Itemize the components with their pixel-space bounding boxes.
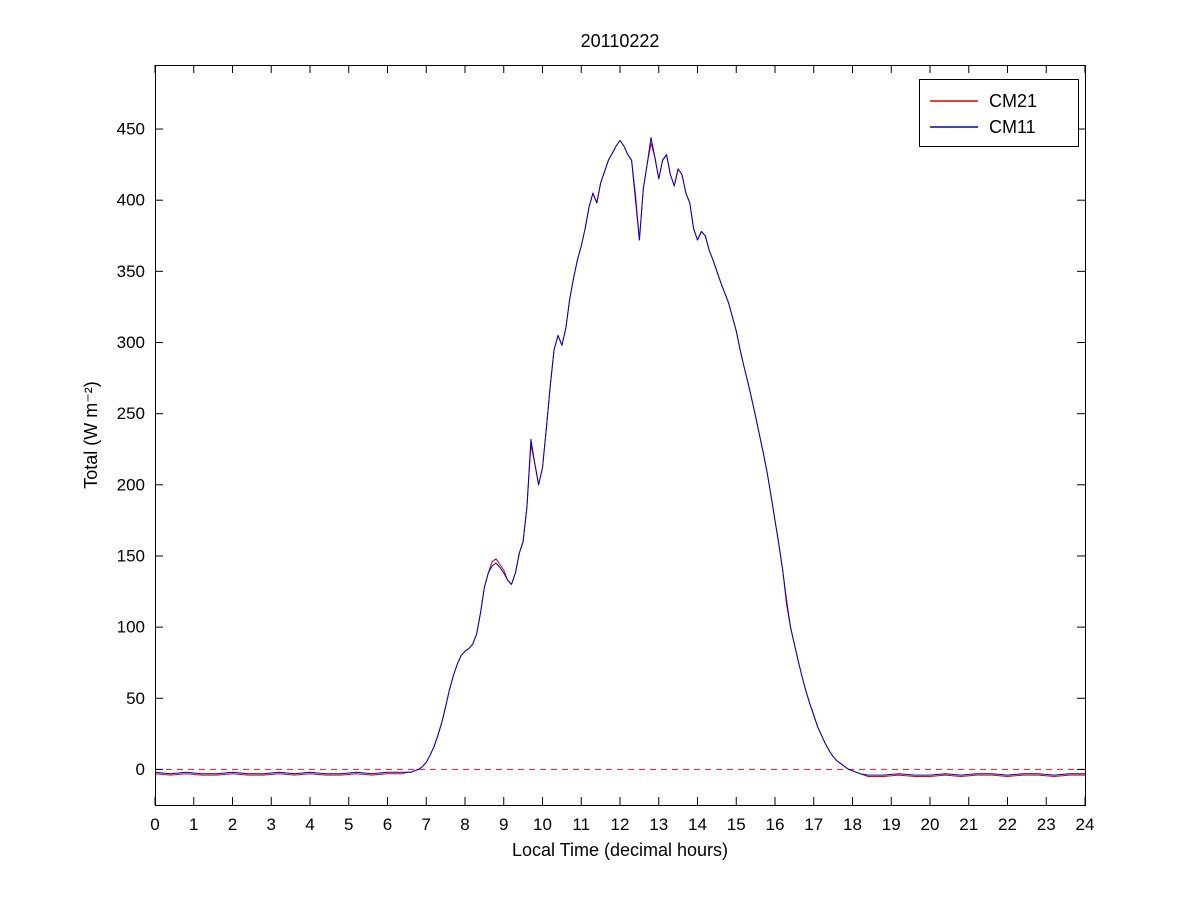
- x-tick-label: 4: [305, 815, 314, 834]
- x-tick-label: 6: [383, 815, 392, 834]
- y-axis-label: Total (W m⁻²): [81, 381, 101, 489]
- chart-title: 20110222: [581, 31, 660, 51]
- y-tick-label: 400: [117, 191, 145, 210]
- x-tick-label: 23: [1037, 815, 1056, 834]
- x-axis-label: Local Time (decimal hours): [512, 840, 728, 860]
- x-tick-label: 14: [688, 815, 707, 834]
- x-tick-label: 9: [499, 815, 508, 834]
- series-line-cm11: [154, 137, 1085, 776]
- y-tick-label: 250: [117, 404, 145, 423]
- x-tick-label: 8: [460, 815, 469, 834]
- y-tick-label: 450: [117, 120, 145, 139]
- y-tick-label: 0: [136, 760, 145, 779]
- y-tick-label: 100: [117, 618, 145, 637]
- y-tick-label: 200: [117, 475, 145, 494]
- legend: CM21 CM11: [919, 79, 1079, 147]
- x-tick-label: 3: [267, 815, 276, 834]
- y-tick-label: 350: [117, 262, 145, 281]
- plot-background: [155, 65, 1085, 805]
- x-tick-label: 7: [422, 815, 431, 834]
- x-tick-label: 20: [921, 815, 940, 834]
- x-tick-label: 10: [533, 815, 552, 834]
- x-tick-label: 15: [727, 815, 746, 834]
- x-tick-label: 2: [228, 815, 237, 834]
- x-tick-label: 19: [882, 815, 901, 834]
- x-tick-label: 24: [1076, 815, 1095, 834]
- x-tick-label: 17: [804, 815, 823, 834]
- x-tick-label: 1: [189, 815, 198, 834]
- x-tick-label: 11: [572, 815, 590, 834]
- x-tick-label: 21: [959, 815, 978, 834]
- y-tick-label: 300: [117, 333, 145, 352]
- y-tick-label: 50: [126, 689, 145, 708]
- x-tick-label: 22: [998, 815, 1017, 834]
- x-tick-label: 12: [611, 815, 630, 834]
- x-tick-label: 16: [766, 815, 785, 834]
- x-tick-label: 5: [344, 815, 353, 834]
- plot-area: 0 1 2 3 4 5 6 7 8 9 10 11 12 13 14 15 16 17 18 19 20 21 22 23 24…: [117, 65, 1095, 834]
- legend-box: [919, 79, 1079, 147]
- legend-label-cm11: CM11: [989, 117, 1036, 137]
- x-tick-label: 13: [649, 815, 668, 834]
- x-tick-label: 18: [843, 815, 862, 834]
- legend-label-cm21: CM21: [989, 91, 1037, 111]
- y-tick-label: 150: [117, 546, 145, 565]
- x-tick-label: 0: [150, 815, 159, 834]
